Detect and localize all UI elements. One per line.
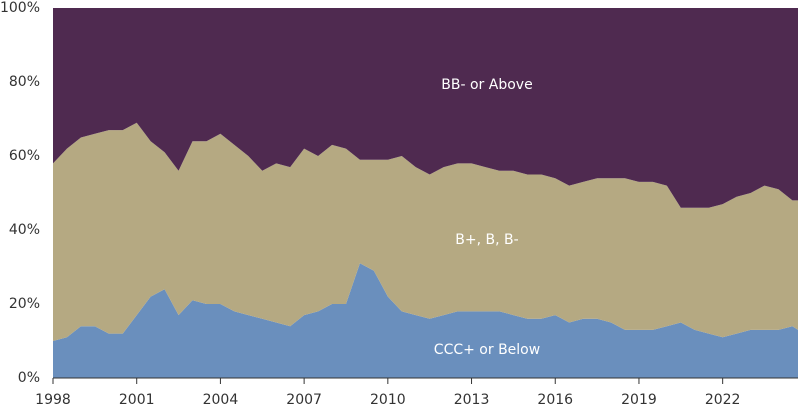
area	[53, 263, 798, 378]
area	[53, 122, 798, 341]
x-tick-label: 2022	[705, 392, 741, 408]
x-tick-label: 2001	[119, 392, 155, 408]
y-tick-label: 0%	[18, 370, 40, 386]
y-tick-label: 40%	[9, 222, 40, 238]
area	[53, 8, 798, 208]
x-tick-label: 2013	[454, 392, 490, 408]
series-label: CCC+ or Below	[434, 342, 540, 358]
x-tick-label: 2010	[370, 392, 406, 408]
x-tick-label: 2004	[203, 392, 239, 408]
x-tick-label: 2019	[621, 392, 657, 408]
x-tick-label: 2016	[537, 392, 573, 408]
series-label: B+, B, B-	[455, 232, 518, 248]
x-tick-label: 1998	[35, 392, 71, 408]
x-tick-label: 2007	[286, 392, 322, 408]
y-tick-label: 100%	[0, 0, 40, 16]
y-tick-label: 80%	[9, 74, 40, 90]
y-tick-label: 20%	[9, 296, 40, 312]
series-label: BB- or Above	[441, 77, 532, 93]
y-tick-label: 60%	[9, 148, 40, 164]
